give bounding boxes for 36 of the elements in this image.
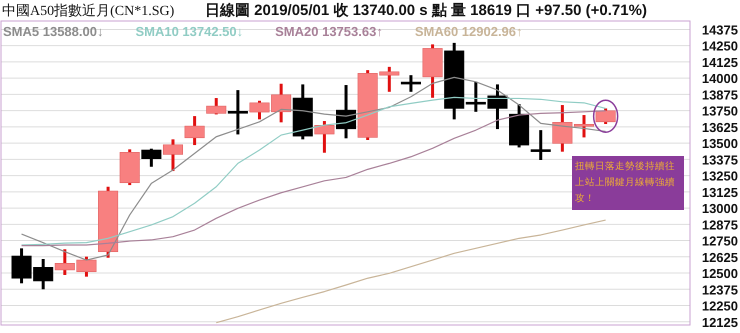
candlestick xyxy=(228,90,248,134)
candlestick xyxy=(184,116,205,146)
y-tick-label: 13125 xyxy=(702,184,738,200)
candlestick xyxy=(596,108,616,124)
candlestick xyxy=(530,130,551,160)
text: SMA5 13588.00↓ xyxy=(3,24,104,39)
line-series xyxy=(216,219,606,324)
y-tick-label: 14375 xyxy=(702,22,738,38)
y-tick-label: 12375 xyxy=(702,282,738,298)
candlestick xyxy=(314,121,334,153)
text: SMA10 13742.50↓ xyxy=(135,24,244,39)
y-tick-label: 14250 xyxy=(702,38,738,54)
y-tick-label: 12250 xyxy=(702,298,738,314)
y-tick-label: 12625 xyxy=(702,250,738,265)
y-tick-label: 13250 xyxy=(702,168,738,184)
y-tick-label: 13375 xyxy=(702,152,738,168)
candlestick xyxy=(141,148,162,167)
y-tick-label: 13875 xyxy=(702,87,738,102)
y-tick-label: 13625 xyxy=(702,120,738,135)
y-tick-label: 12750 xyxy=(702,234,738,249)
y-tick-label: 13750 xyxy=(702,104,738,119)
y-tick-label: 14000 xyxy=(702,71,738,86)
chart-title: 中國A50指數近月(CN*1.SG) xyxy=(2,3,175,19)
text: SMA20 13753.63↑ xyxy=(275,24,383,39)
chart-subtitle: 日線圖 2019/05/01 收 13740.00 s 點 量 18619 口 +97.50 (+0.71%) xyxy=(205,2,647,19)
y-tick-label: 12125 xyxy=(702,314,738,330)
text: SMA60 12902.96↑ xyxy=(414,24,523,39)
candlestick xyxy=(206,98,226,114)
candlestick xyxy=(400,75,421,92)
y-tick-label: 13500 xyxy=(702,136,738,152)
y-tick-label: 14125 xyxy=(702,54,738,70)
y-tick-label: 12500 xyxy=(702,266,738,282)
candlestick xyxy=(162,139,184,172)
annotation: 扭轉日落走勢後持續往上站上關鍵月線轉強續攻！ xyxy=(572,156,684,210)
y-tick-label: 12875 xyxy=(702,217,738,232)
y-tick-label: 13000 xyxy=(702,201,738,216)
